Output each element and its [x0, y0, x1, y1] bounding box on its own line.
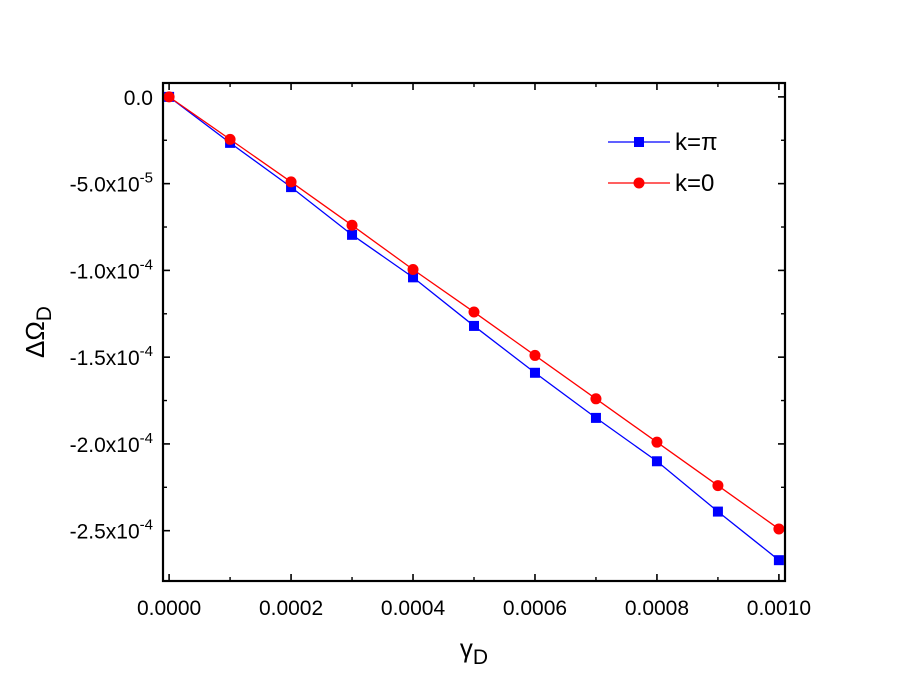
- y-tick-label: -5.0x10-5: [70, 170, 153, 197]
- x-tick-label: 0.0008: [625, 597, 689, 620]
- y-tick-exponent: -4: [140, 430, 153, 447]
- y-tick-exponent: -5: [140, 170, 153, 187]
- y-tick-label: -1.5x10-4: [70, 343, 153, 370]
- x-tick-label: 0.0004: [381, 597, 446, 620]
- data-point-square: [529, 367, 540, 378]
- data-point-circle: [163, 91, 175, 103]
- y-axis-label-main: ΔΩ: [20, 321, 50, 358]
- series-layer: [163, 91, 785, 566]
- y-axis-label-sub: D: [33, 306, 56, 321]
- data-point-circle: [651, 436, 663, 448]
- legend-label-k-pi: k=π: [675, 129, 718, 156]
- data-point-circle: [712, 480, 724, 492]
- x-tick-label: 0.0010: [747, 597, 811, 620]
- y-tick-mantissa: -1.0x10: [70, 260, 140, 283]
- data-point-square: [773, 555, 784, 566]
- tick-labels-layer: 0.0000 0.0002 0.0004 0.0006 0.0008 0.0010 0.0 -…: [70, 87, 811, 620]
- y-tick-label: -2.5x10-4: [70, 517, 153, 544]
- y-axis-label-group: ΔΩD: [20, 306, 56, 358]
- legend-marker-k-pi: [634, 137, 644, 147]
- y-tick-label: 0.0: [124, 87, 153, 110]
- y-axis-label: ΔΩD: [20, 306, 56, 358]
- data-point-circle: [285, 176, 297, 188]
- data-point-square: [469, 320, 479, 331]
- y-tick-exponent: -4: [140, 256, 153, 273]
- data-point-square: [590, 412, 601, 423]
- data-point-circle: [468, 306, 480, 318]
- y-tick-label: -1.0x10-4: [70, 256, 153, 283]
- legend-label-k-0: k=0: [675, 170, 714, 197]
- data-point-circle: [407, 264, 419, 276]
- legend-entry-k-0: k=0: [608, 170, 714, 197]
- x-axis-label: γD: [460, 633, 488, 669]
- y-tick-mantissa: -1.5x10: [70, 347, 140, 370]
- y-tick-mantissa: -2.5x10: [70, 521, 140, 544]
- y-tick-mantissa: -2.0x10: [70, 434, 140, 457]
- x-axis-label-main: γ: [460, 633, 473, 663]
- data-point-circle: [346, 219, 358, 231]
- data-point-square: [347, 229, 358, 240]
- data-point-circle: [529, 349, 541, 361]
- data-point-circle: [773, 523, 785, 535]
- y-tick-exponent: -4: [140, 517, 153, 534]
- plot-frame: [161, 81, 787, 583]
- data-point-square: [651, 456, 662, 467]
- legend-entry-k-pi: k=π: [608, 129, 718, 156]
- data-point-square: [712, 506, 723, 517]
- x-tick-label: 0.0002: [259, 597, 323, 620]
- x-tick-label: 0.0000: [137, 597, 201, 620]
- data-point-circle: [590, 393, 602, 405]
- y-tick-mantissa: -5.0x10: [70, 174, 140, 197]
- data-point-circle: [224, 133, 236, 145]
- x-tick-label: 0.0006: [503, 597, 567, 620]
- legend: k=π k=0: [608, 129, 718, 197]
- y-tick-exponent: -4: [140, 343, 153, 360]
- y-tick-label: -2.0x10-4: [70, 430, 153, 457]
- data-point-square: [408, 272, 419, 283]
- y-tick-mantissa: 0.0: [124, 87, 153, 110]
- legend-marker-k-0: [633, 177, 645, 189]
- x-axis-label-sub: D: [473, 646, 488, 669]
